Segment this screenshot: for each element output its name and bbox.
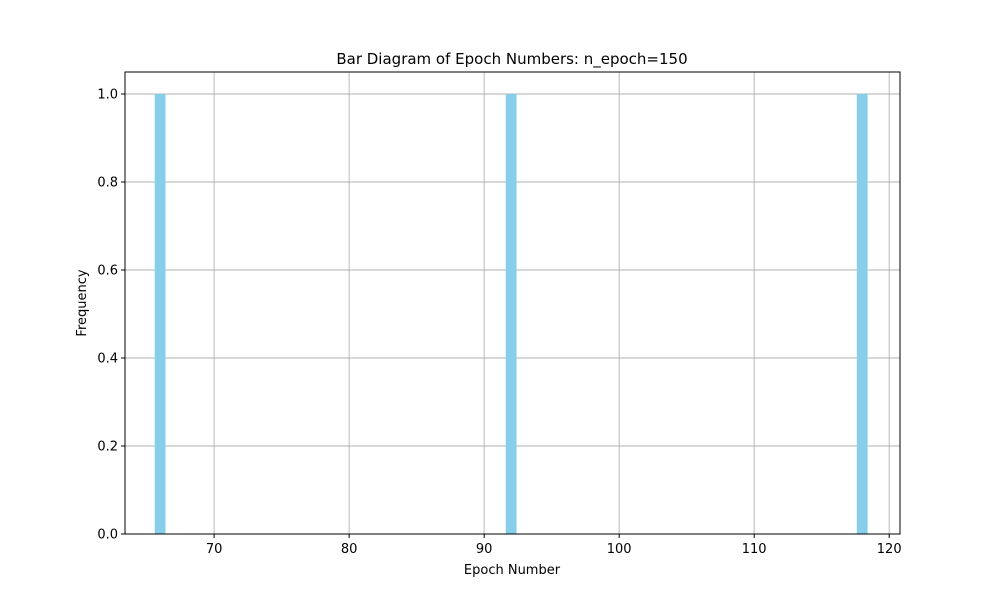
x-tick-label: 80 xyxy=(341,542,358,557)
x-tick-label: 110 xyxy=(742,542,767,557)
y-tick-label: 0.0 xyxy=(97,528,118,543)
x-axis-label: Epoch Number xyxy=(464,563,561,578)
bar-epoch-66 xyxy=(154,94,166,534)
x-tick-label: 120 xyxy=(877,542,902,557)
bar-epoch-92 xyxy=(505,94,517,534)
bar-epoch-118 xyxy=(856,94,868,534)
plot-area-frame xyxy=(124,71,901,535)
x-tick-label: 100 xyxy=(607,542,632,557)
y-axis-label: Frequency xyxy=(75,269,90,336)
y-tick-label: 0.4 xyxy=(97,352,118,367)
y-tick-label: 0.6 xyxy=(97,264,118,279)
y-tick-label: 0.2 xyxy=(97,440,118,455)
axis-ticks: 70 80 90 100 110 120 0.0 0.2 0.4 0.6 0.8 1.0 xyxy=(97,88,901,558)
y-tick-label: 1.0 xyxy=(97,88,118,103)
chart-title: Bar Diagram of Epoch Numbers: n_epoch=15… xyxy=(336,50,687,69)
bars xyxy=(154,94,868,534)
x-tick-label: 70 xyxy=(206,542,223,557)
x-tick-label: 90 xyxy=(476,542,493,557)
y-tick-label: 0.8 xyxy=(97,176,118,191)
